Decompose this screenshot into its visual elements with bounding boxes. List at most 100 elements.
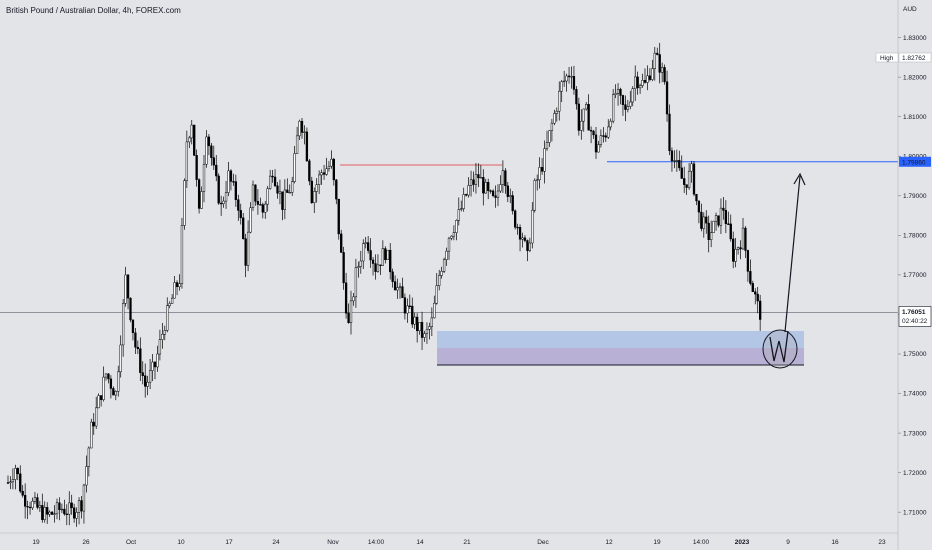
candle-body <box>592 130 595 136</box>
candle-body <box>276 185 279 194</box>
candle-body <box>756 293 759 302</box>
candle-body <box>11 479 15 483</box>
candle-body <box>687 170 691 188</box>
demand-zone-lower <box>437 348 804 365</box>
candle-body <box>171 297 174 304</box>
candle-body <box>462 194 465 209</box>
candle-body <box>563 80 566 83</box>
candle-body <box>102 376 105 400</box>
candle-body <box>391 271 394 282</box>
candle-body <box>494 195 497 198</box>
candle-body <box>489 190 492 192</box>
candle-body <box>469 179 473 186</box>
candle-body <box>474 174 478 185</box>
candle-body <box>161 333 164 340</box>
candle-body <box>322 172 326 175</box>
candle-body <box>479 177 483 179</box>
candle-body <box>205 136 208 165</box>
candle-body <box>266 188 269 205</box>
candle-body <box>158 339 162 355</box>
candle-body <box>234 181 237 200</box>
candle-body <box>364 242 367 244</box>
candle-body <box>526 240 529 251</box>
bar-countdown: 02:40:22 <box>902 318 928 325</box>
candle-body <box>487 181 490 191</box>
x-tick-label: Dec <box>537 539 549 546</box>
candle-body <box>43 507 46 520</box>
candle-body <box>727 223 730 225</box>
candle-body <box>374 263 377 272</box>
candle-body <box>124 274 127 304</box>
candle-body <box>484 181 487 194</box>
candle-body <box>433 302 436 319</box>
candle-body <box>381 248 385 266</box>
candle-body <box>288 191 291 194</box>
candle-body <box>621 95 625 105</box>
candle-body <box>207 136 211 147</box>
y-tick-label: 1.81000 <box>903 114 927 121</box>
candle-body <box>178 283 181 288</box>
candle-body <box>403 297 407 314</box>
candle-body <box>367 242 370 251</box>
candle-body <box>575 89 578 105</box>
candle-body <box>585 104 588 110</box>
candle-body <box>359 260 362 267</box>
candle-body <box>291 181 294 193</box>
y-tick-label: 1.71000 <box>903 509 927 516</box>
candle-body <box>41 505 44 520</box>
candle-body <box>26 506 29 508</box>
candle-body <box>646 75 649 83</box>
demand-zone-upper <box>437 331 804 348</box>
candle-body <box>736 247 740 250</box>
candle-body <box>197 179 201 209</box>
candle-body <box>242 217 245 239</box>
y-tick-label: 1.79000 <box>903 193 927 200</box>
y-tick-label: 1.74000 <box>903 391 927 398</box>
candle-body <box>386 249 389 260</box>
candle-body <box>310 180 313 203</box>
price-scale-currency: AUD <box>903 6 917 13</box>
candle-body <box>195 155 198 180</box>
level-tag-box <box>899 156 931 167</box>
candle-body <box>320 172 323 176</box>
candle-body <box>582 108 585 122</box>
candle-body <box>48 511 51 515</box>
candle-body <box>445 250 448 260</box>
candle-body <box>332 158 336 181</box>
candle-body <box>420 322 424 338</box>
candle-body <box>416 316 419 332</box>
candle-body <box>580 120 583 131</box>
candle-body <box>680 167 683 179</box>
y-tick-label: 1.78000 <box>903 233 927 240</box>
candle-body <box>21 490 24 496</box>
candle-body <box>663 67 666 83</box>
candle-body <box>521 237 524 240</box>
candle-body <box>330 158 333 167</box>
candle-body <box>514 210 517 228</box>
candle-body <box>50 511 54 515</box>
candle-body <box>607 126 610 138</box>
candle-body <box>295 135 299 154</box>
candle-body <box>376 264 380 272</box>
candle-body <box>180 225 184 284</box>
candle-body <box>594 134 598 153</box>
candle-body <box>746 250 750 272</box>
candle-body <box>656 52 659 55</box>
high-value-box <box>898 52 932 63</box>
candle-body <box>705 216 708 224</box>
candle-body <box>558 90 561 112</box>
candle-body <box>148 370 152 383</box>
candle-body <box>518 227 522 240</box>
candle-body <box>122 303 125 346</box>
candle-body <box>626 106 630 110</box>
candle-body <box>425 329 429 334</box>
high-tag-value: 1.82762 <box>902 55 926 62</box>
candle-body <box>28 506 32 509</box>
x-tick-label: 12 <box>605 539 613 546</box>
candle-body <box>357 266 360 268</box>
candle-body <box>251 184 255 209</box>
candle-body <box>460 208 463 210</box>
candle-body <box>670 150 674 162</box>
